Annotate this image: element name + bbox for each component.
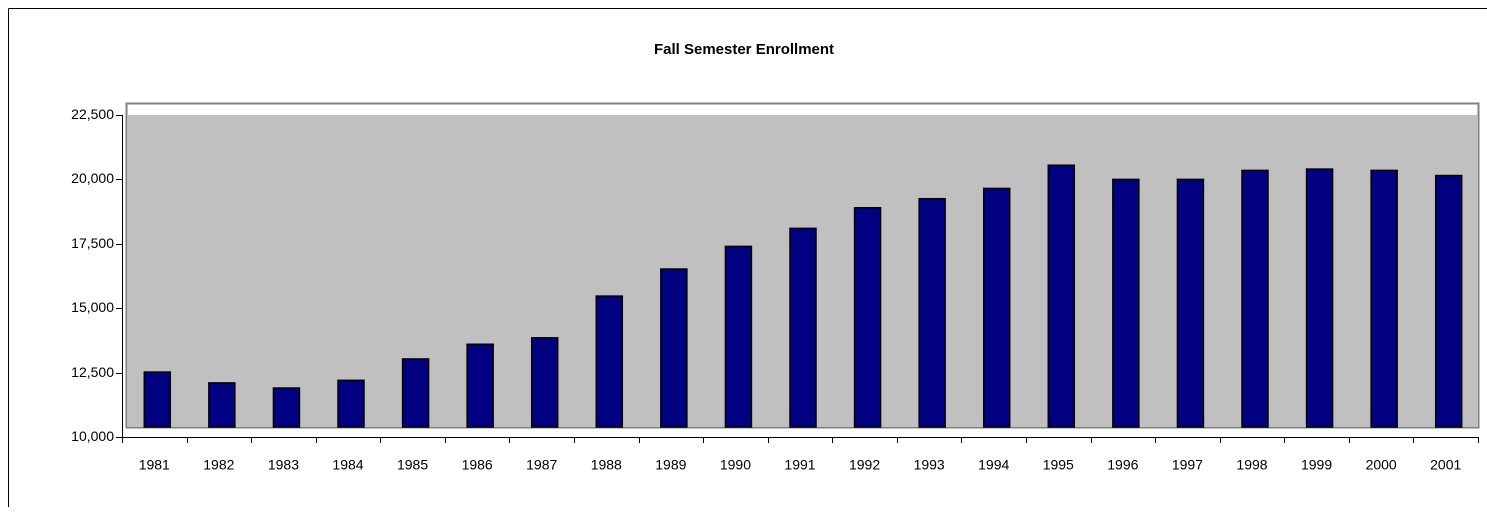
x-tick-label: 1982: [203, 457, 234, 473]
bar: [337, 379, 365, 428]
x-tick-label: 1995: [1043, 457, 1074, 473]
x-tick-label: 1986: [462, 457, 493, 473]
bar: [208, 382, 236, 428]
bar: [1434, 174, 1463, 428]
x-tick-label: 1998: [1236, 457, 1267, 473]
x-tick-label: 1985: [397, 457, 428, 473]
x-tick-label: 1983: [268, 457, 299, 473]
bar: [1047, 164, 1076, 428]
bar: [466, 343, 494, 428]
bar: [595, 295, 624, 428]
bar: [982, 187, 1011, 428]
bar: [1305, 168, 1334, 428]
x-tick-label: 2000: [1366, 457, 1397, 473]
x-tick-label: 1994: [978, 457, 1009, 473]
bar: [724, 245, 753, 428]
bar: [143, 371, 172, 428]
x-tick-label: 2001: [1430, 457, 1461, 473]
bar: [1112, 178, 1140, 428]
bar: [918, 197, 946, 428]
bar: [853, 206, 882, 428]
x-tick-label: 1984: [332, 457, 363, 473]
y-tick-label: 12,500: [71, 364, 114, 380]
bar: [1370, 169, 1398, 428]
y-tick-label: 22,500: [71, 106, 114, 122]
bar: [660, 268, 688, 428]
bar: [401, 358, 430, 428]
x-tick-label: 1996: [1107, 457, 1138, 473]
bar: [1176, 178, 1205, 428]
x-tick-label: 1999: [1301, 457, 1332, 473]
y-tick-label: 15,000: [71, 299, 114, 315]
bar: [789, 227, 817, 428]
x-tick-label: 1988: [591, 457, 622, 473]
x-tick-label: 1989: [655, 457, 686, 473]
bar: [530, 337, 559, 428]
x-tick-label: 1993: [914, 457, 945, 473]
bar: [1241, 169, 1269, 428]
y-tick-label: 17,500: [71, 235, 114, 251]
bar: [272, 387, 301, 428]
x-tick-label: 1981: [139, 457, 170, 473]
chart-title: Fall Semester Enrollment: [654, 41, 834, 58]
x-tick-label: 1990: [720, 457, 751, 473]
x-tick-label: 1987: [526, 457, 557, 473]
x-tick-label: 1992: [849, 457, 880, 473]
y-tick-label: 10,000: [71, 428, 114, 444]
x-tick-label: 1991: [784, 457, 815, 473]
x-tick-label: 1997: [1172, 457, 1203, 473]
y-tick-label: 20,000: [71, 170, 114, 186]
